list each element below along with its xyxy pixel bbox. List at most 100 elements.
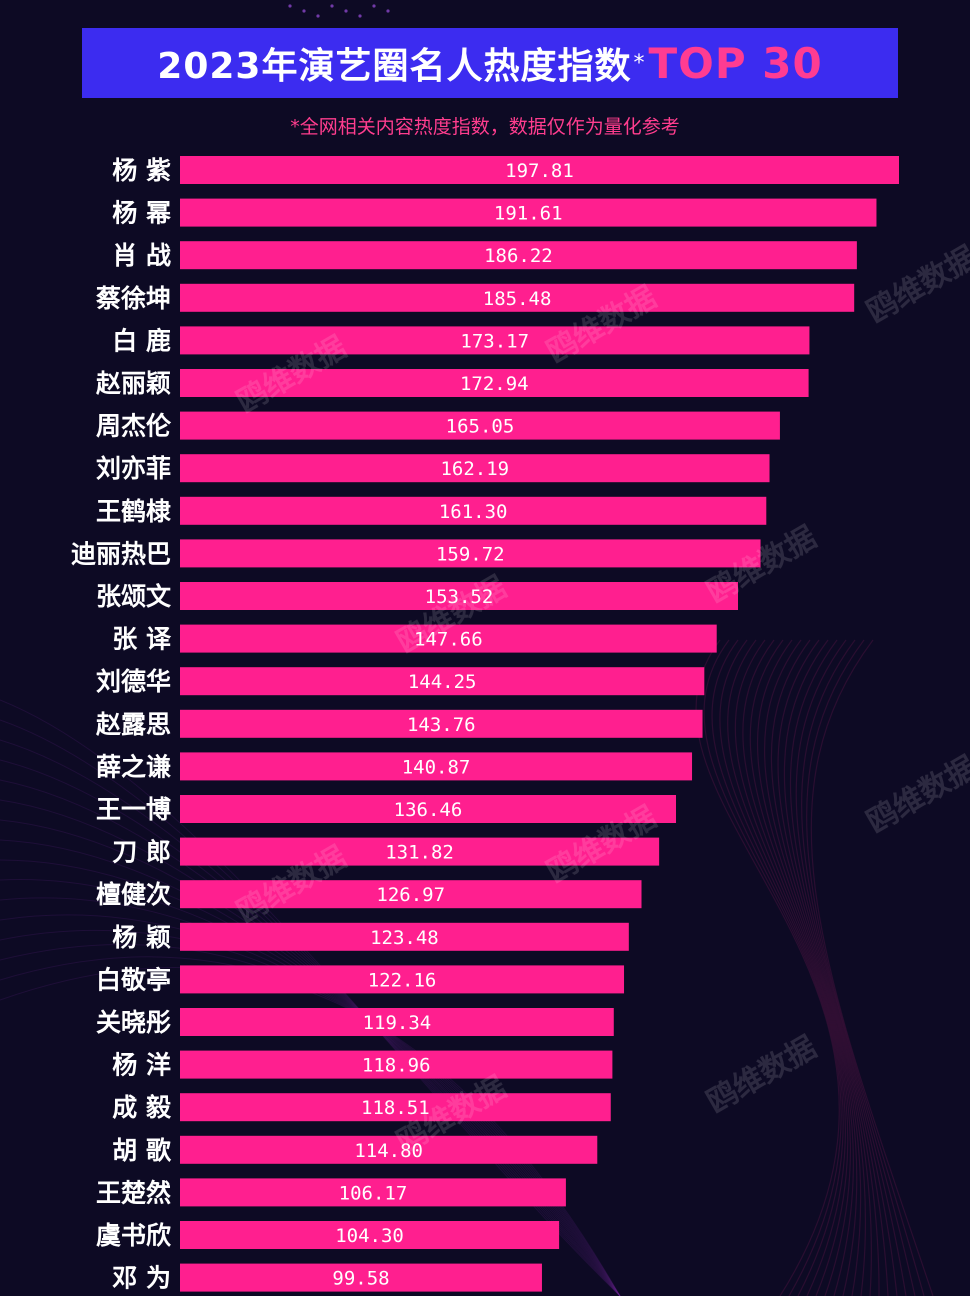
- category-label: 王一博: [96, 795, 171, 824]
- category-label: 杨 幂: [112, 199, 171, 228]
- bar: [180, 369, 809, 397]
- background-dot: [358, 14, 362, 18]
- bar: [180, 582, 739, 610]
- background-curve: [801, 639, 916, 1296]
- value-label: 118.96: [362, 1055, 431, 1077]
- category-label: 檀健次: [96, 880, 171, 909]
- category-label: 杨 洋: [112, 1051, 171, 1080]
- background-dot: [330, 4, 334, 8]
- background-curve: [727, 639, 849, 1296]
- chart-title: 2023年演艺圈名人热度指数: [157, 46, 632, 87]
- value-label: 159.72: [436, 543, 505, 565]
- category-label: 成 毅: [112, 1093, 172, 1122]
- bar: [180, 922, 629, 951]
- background-curve: [770, 639, 872, 1296]
- value-label: 173.17: [460, 330, 529, 352]
- value-label: 161.30: [439, 501, 508, 523]
- value-label: 119.34: [363, 1012, 432, 1034]
- bar: [180, 1135, 598, 1164]
- title-banner: 2023年演艺圈名人热度指数 * TOP 30: [82, 28, 898, 98]
- bar: [180, 667, 705, 696]
- category-label: 肖 战: [112, 241, 171, 270]
- bar: [180, 1008, 614, 1036]
- value-label: 106.17: [339, 1182, 408, 1204]
- category-label: 赵露思: [95, 710, 171, 739]
- category-label: 王鹤棣: [96, 497, 171, 526]
- chart-subtitle: *全网相关内容热度指数，数据仅作为量化参考: [290, 116, 680, 138]
- value-label: 191.61: [494, 203, 563, 225]
- category-label: 迪丽热巴: [71, 539, 171, 568]
- category-label: 白敬亭: [96, 965, 171, 994]
- background-curve: [703, 639, 842, 1296]
- bar: [180, 1178, 566, 1207]
- background-curve: [783, 639, 889, 1296]
- bar: [180, 709, 703, 738]
- bar: [180, 198, 877, 227]
- background-curve: [734, 639, 852, 1296]
- bar: [180, 1093, 611, 1122]
- category-label: 胡 歌: [112, 1136, 172, 1165]
- bar: [180, 1050, 613, 1079]
- value-label: 143.76: [407, 714, 476, 736]
- bar: [180, 496, 767, 525]
- category-label: 赵丽颖: [95, 369, 171, 398]
- category-label: 邓 为: [112, 1264, 171, 1293]
- value-label: 122.16: [368, 969, 437, 991]
- value-label: 186.22: [484, 245, 553, 267]
- bar: [180, 1221, 560, 1249]
- category-label: 张颂文: [96, 582, 172, 611]
- bar: [180, 795, 677, 823]
- value-label: 126.97: [376, 884, 445, 906]
- category-label: 虞书欣: [96, 1221, 171, 1250]
- bar: [180, 454, 770, 483]
- background-dot: [344, 9, 348, 13]
- background-curve: [777, 639, 880, 1296]
- bar: [180, 539, 761, 568]
- background-curve: [711, 639, 844, 1296]
- value-label: 114.80: [354, 1140, 423, 1162]
- bar: [180, 752, 693, 781]
- background-curve: [789, 639, 898, 1296]
- category-label: 白 鹿: [112, 326, 171, 355]
- background-curve: [795, 639, 907, 1296]
- bar: [180, 624, 717, 653]
- background-curve: [764, 639, 867, 1296]
- background-dot: [288, 4, 292, 8]
- value-label: 197.81: [505, 160, 574, 182]
- value-label: 131.82: [385, 842, 454, 864]
- background-dot: [302, 9, 306, 13]
- bar: [180, 880, 642, 909]
- value-label: 153.52: [425, 586, 494, 608]
- category-label: 杨 紫: [112, 156, 171, 185]
- category-label: 刘德华: [96, 667, 171, 696]
- background-curve: [749, 639, 858, 1296]
- category-label: 周杰伦: [96, 412, 172, 441]
- category-label: 张 译: [112, 625, 172, 654]
- background-dot: [386, 9, 390, 13]
- category-label: 刘亦菲: [96, 454, 171, 483]
- value-label: 144.25: [408, 671, 477, 693]
- value-label: 185.48: [483, 288, 552, 310]
- background-curve: [719, 639, 846, 1296]
- value-label: 136.46: [394, 799, 463, 821]
- bar: [180, 965, 625, 994]
- background-curve: [742, 639, 854, 1296]
- bar: [180, 1263, 542, 1292]
- bar: [180, 283, 855, 312]
- category-label: 蔡徐坤: [96, 284, 171, 313]
- background-dot: [316, 14, 320, 18]
- background-curve: [810, 639, 934, 1296]
- category-label: 关晓彤: [96, 1008, 171, 1037]
- value-label: 147.66: [414, 629, 483, 651]
- value-label: 172.94: [460, 373, 529, 395]
- value-label: 140.87: [402, 756, 471, 778]
- background-dot: [372, 4, 376, 8]
- category-label: 王楚然: [96, 1178, 171, 1207]
- title-footnote-mark: *: [633, 50, 645, 76]
- value-label: 165.05: [446, 416, 515, 438]
- bar: [180, 156, 899, 184]
- title-accent: TOP 30: [648, 38, 823, 88]
- value-label: 123.48: [370, 927, 439, 949]
- value-label: 104.30: [335, 1225, 404, 1247]
